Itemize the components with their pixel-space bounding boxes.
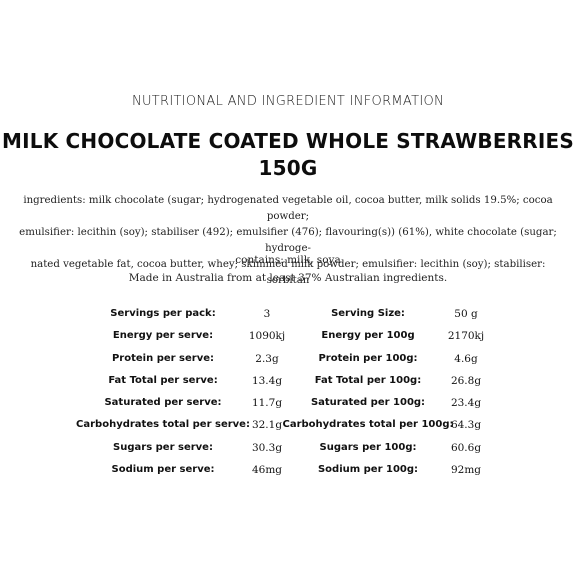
nutrition-value: 23.4g [450,397,482,410]
nutrition-row: Servings per pack: 3 Serving Size: 50 g [0,306,576,328]
nutrition-label: Sodium per 100g: [317,464,419,476]
nutrition-value: 60.6g [450,441,482,454]
nutrition-value: 1090kj [248,330,286,343]
nutrition-row: Sugars per serve: 30.3g Sugars per 100g:… [0,440,576,462]
origin-statement: Made in Australia from at least 37% Aust… [128,272,448,284]
nutrition-value: 46mg [251,464,283,477]
nutrition-label: Protein per 100g: [318,352,418,364]
nutrition-label: Protein per serve: [111,352,215,364]
nutrition-label: Servings per pack: [110,308,216,319]
nutrition-value: 50 g [454,308,478,320]
nutrition-label: Energy per serve: [112,330,214,342]
nutrition-value: 4.6g [454,352,478,365]
nutrition-value: 64.3g [450,419,482,432]
nutrition-value: 2.3g [255,352,279,365]
nutrition-label: Sodium per serve: [111,464,215,476]
nutrition-row: Fat Total per serve: 13.4g Fat Total per… [0,373,576,395]
nutrition-value: 13.4g [251,374,283,387]
product-title-line: MILK CHOCOLATE COATED WHOLE STRAWBERRIES [2,129,574,153]
ingredients-text: ingredients: milk chocolate (sugar; hydr… [18,193,558,289]
nutrition-value: 2170kj [447,330,485,343]
nutrition-label: Energy per 100g [321,330,415,342]
nutrition-value: 26.8g [450,374,482,387]
ingredients-line: emulsifier: lecithin (soy); stabiliser (… [19,227,557,254]
product-weight: 150G [258,156,318,180]
nutrition-label: Saturated per 100g: [310,397,426,409]
nutrition-label: Fat Total per serve: [108,374,218,386]
ingredients-line: nated vegetable fat, cocoa butter, whey;… [30,259,546,286]
section-heading: NUTRITIONAL AND INGREDIENT INFORMATION [131,94,445,109]
nutrition-row: Saturated per serve: 11.7g Saturated per… [0,395,576,417]
nutrition-label: Saturated per serve: [104,397,222,409]
nutrition-row: Protein per serve: 2.3g Protein per 100g… [0,351,576,373]
nutrition-label: Sugars per serve: [113,441,213,453]
nutrition-value: 11.7g [251,397,283,410]
nutrition-value: 30.3g [251,441,283,454]
nutrition-label: Carbohydrates total per 100g: [282,419,454,431]
product-title: MILK CHOCOLATE COATED WHOLE STRAWBERRIES… [0,128,576,182]
nutrition-value: 92mg [450,464,482,477]
nutrition-table: Servings per pack: 3 Serving Size: 50 g … [0,306,576,484]
nutrition-label: Carbohydrates total per serve: [76,419,250,431]
nutrition-row: Energy per serve: 1090kj Energy per 100g… [0,328,576,350]
nutrition-value: 3 [263,308,271,320]
nutrition-label: Serving Size: [331,308,405,319]
nutrition-row: Carbohydrates total per serve: 32.1g Car… [0,417,576,439]
nutrition-row: Sodium per serve: 46mg Sodium per 100g: … [0,462,576,484]
nutrition-value: 32.1g [251,419,283,432]
nutrition-label: Fat Total per 100g: [314,374,422,386]
ingredients-line: ingredients: milk chocolate (sugar; hydr… [23,195,553,222]
allergen-statement: contains: milk, soya [235,254,341,266]
nutrition-label: Sugars per 100g: [319,441,417,453]
